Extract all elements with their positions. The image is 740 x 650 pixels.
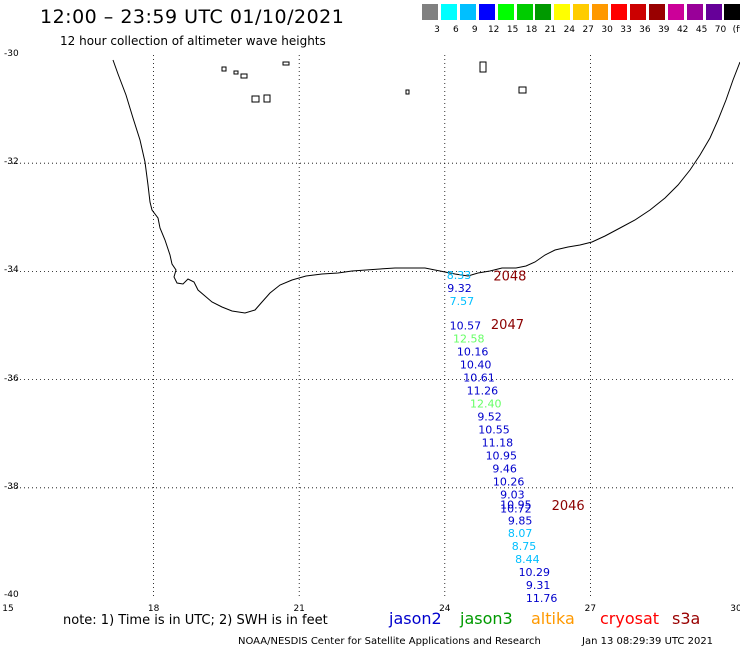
legend-label: 6: [453, 25, 459, 35]
legend-label: 42: [676, 25, 689, 35]
pass-labels: 2048 2047 2046: [491, 270, 585, 514]
legend-swatch: [724, 4, 740, 20]
latitude-label: -40: [4, 590, 19, 600]
legend-label: 39: [658, 25, 670, 35]
swh-value: 11.18: [482, 436, 513, 449]
swh-value: 8.44: [515, 553, 540, 566]
swh-value: 9.03: [500, 488, 525, 501]
latitude-label: -38: [4, 481, 19, 492]
legend-swatch: [667, 4, 684, 20]
swh-value: 8.33: [447, 269, 472, 282]
legend-swatch: [686, 4, 703, 20]
legend-label: 70: [714, 25, 727, 35]
legend-swatch: [629, 4, 646, 20]
legend-swatch: [459, 4, 476, 20]
longitude-label: 18: [147, 604, 160, 614]
map-title: 12:00 – 23:59 UTC 01/10/2021: [40, 6, 345, 28]
swh-value: 9.85: [508, 514, 532, 527]
legend-label: (ft): [732, 25, 740, 35]
legend-swatch: [422, 4, 438, 20]
swh-value: 10.72: [500, 502, 532, 515]
legend-swatch: [516, 4, 533, 20]
swh-value: 10.95: [486, 449, 518, 462]
satellite-name: jason3: [460, 609, 513, 628]
pass-number-label: 2048: [493, 270, 526, 285]
legend-swatch: [705, 4, 722, 20]
timestamp-text: Jan 13 08:29:39 UTC 2021: [582, 636, 714, 647]
coastline: [112, 59, 740, 314]
legend-label: 15: [506, 25, 519, 35]
altimeter-observations: 8.339.327.5710.5712.5810.1610.4010.6111.…: [447, 269, 558, 605]
swh-value: 7.57: [450, 295, 475, 308]
coastal-islands: [221, 61, 527, 103]
legend-swatch: [648, 4, 665, 20]
graticule-grid: [8, 55, 736, 596]
swh-value: 9.31: [526, 579, 551, 592]
swh-value: 11.26: [467, 384, 499, 397]
satellite-name: jason2: [389, 609, 442, 628]
swh-value: 9.32: [447, 282, 472, 295]
satellite-name: altika: [531, 609, 575, 628]
swh-value: 11.76: [526, 592, 558, 605]
swh-value: 10.55: [478, 423, 510, 436]
legend-swatch: [478, 4, 495, 20]
pass-number-label: 2047: [491, 318, 524, 333]
swh-value: 10.57: [450, 320, 482, 333]
swh-value: 10.16: [457, 345, 489, 358]
pass-number-label: 2046: [552, 499, 585, 514]
satellite-name: s3a: [672, 609, 701, 628]
latitude-label: -36: [4, 373, 19, 384]
swh-value: 10.40: [460, 358, 492, 371]
legend-label: 24: [563, 25, 576, 35]
swh-value: 9.46: [492, 462, 517, 475]
legend-swatch: [573, 4, 590, 20]
legend-label: 3: [434, 25, 440, 35]
footnote: note: 1) Time is in UTC; 2) SWH is in fe…: [63, 613, 328, 628]
legend-swatch: [497, 4, 514, 20]
swh-value: 9.52: [477, 410, 502, 423]
legend-label: 18: [525, 25, 538, 35]
legend-label: 36: [639, 25, 651, 35]
latitude-label: -32: [4, 157, 19, 168]
legend-label: 30: [601, 25, 613, 35]
legend-swatch: [535, 4, 552, 20]
longitude-label: 15: [2, 604, 14, 614]
longitude-label: 27: [584, 604, 597, 614]
swh-value: 8.07: [508, 527, 532, 540]
legend-label: 9: [471, 25, 478, 35]
latitude-label: -30: [4, 49, 19, 59]
swh-value: 10.29: [519, 566, 551, 579]
legend-swatch: [611, 4, 627, 20]
legend-label: 21: [544, 25, 557, 35]
legend-swatch: [592, 4, 609, 20]
swh-value: 10.26: [493, 475, 525, 488]
legend-label: 45: [695, 25, 708, 35]
swh-value: 8.75: [512, 540, 537, 553]
legend-swatch: [440, 4, 457, 20]
longitude-label: 21: [293, 604, 305, 614]
credit-text: NOAA/NESDIS Center for Satellite Applica…: [238, 636, 541, 647]
longitude-label: 24: [439, 604, 451, 614]
latitude-label: -34: [4, 265, 19, 276]
legend-label: 27: [582, 25, 594, 35]
swh-value: 12.58: [453, 332, 485, 345]
legend-label: 12: [487, 25, 500, 35]
legend-label: 33: [620, 25, 632, 35]
swh-value: 10.95: [500, 499, 532, 512]
map-subtitle: 12 hour collection of altimeter wave hei…: [60, 34, 326, 48]
satellite-name: cryosat: [600, 609, 660, 628]
swh-value: 10.61: [463, 371, 495, 384]
longitude-label: 30: [730, 604, 740, 614]
legend-swatch: [554, 4, 571, 20]
swh-value: 12.40: [470, 397, 502, 410]
